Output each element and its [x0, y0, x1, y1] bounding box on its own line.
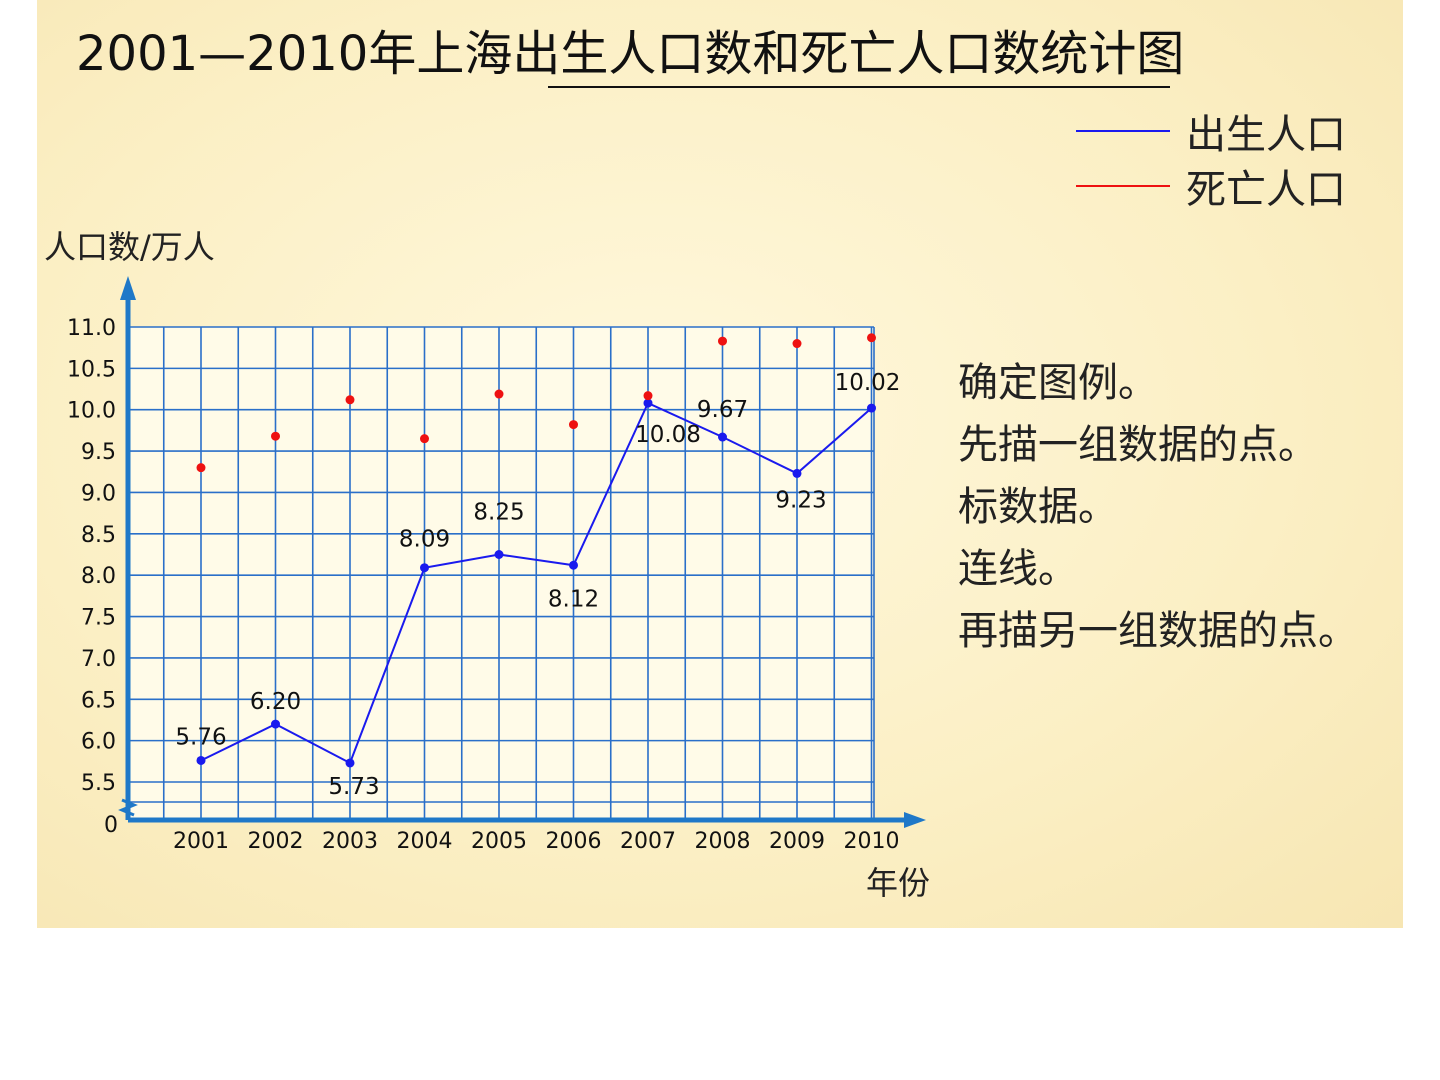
death-point [643, 391, 653, 401]
x-tick-label: 2005 [471, 829, 527, 854]
x-tick-label: 2001 [173, 829, 229, 854]
data-label-birth: 8.09 [399, 527, 450, 553]
x-tick-label: 2002 [248, 829, 304, 854]
y-tick-label: 9.5 [81, 440, 116, 465]
step-5: 再描另一组数据的点。 [958, 608, 1358, 654]
step-3: 标数据。 [958, 484, 1118, 530]
legend-death-label: 死亡人口 [1186, 167, 1346, 213]
instruction-steps: 确定图例。 先描一组数据的点。 标数据。 连线。 再描另一组数据的点。 [958, 352, 1358, 662]
birth-point [271, 719, 280, 729]
y-axis-arrow [120, 276, 136, 300]
birth-point [643, 398, 653, 408]
x-tick-label: 2008 [695, 829, 751, 854]
title-underline [548, 86, 1170, 88]
data-label-birth: 9.67 [697, 397, 748, 423]
death-point [196, 463, 206, 473]
death-point [271, 431, 280, 441]
data-label-birth: 6.20 [250, 689, 301, 715]
chart-title: 2001—2010年上海出生人口数和死亡人口数统计图 [76, 26, 1185, 82]
legend-birth-label: 出生人口 [1186, 112, 1346, 158]
y-tick-label: 7.5 [81, 606, 116, 631]
data-label-birth: 8.12 [548, 586, 599, 612]
death-point [718, 336, 727, 346]
birth-point [569, 560, 578, 570]
birth-point [867, 403, 876, 413]
data-label-birth: 10.08 [635, 422, 701, 448]
x-tick-label: 2003 [322, 829, 378, 854]
y-tick-label: 0 [104, 813, 118, 838]
x-tick-label: 2010 [844, 829, 900, 854]
data-label-birth: 10.02 [835, 370, 901, 396]
birth-point [494, 550, 504, 559]
data-label-birth: 9.23 [775, 487, 826, 513]
death-point [345, 395, 355, 405]
y-tick-label: 10.0 [67, 399, 116, 424]
y-tick-label: 7.0 [81, 647, 116, 672]
y-tick-label: 8.5 [81, 523, 116, 548]
y-tick-label: 11.0 [67, 316, 116, 341]
birth-point [196, 755, 206, 765]
birth-point [420, 563, 429, 573]
series-line-birth [200, 401, 873, 765]
birth-point [792, 468, 802, 478]
x-axis-arrow [904, 812, 926, 828]
death-point [494, 389, 504, 399]
data-label-birth: 8.25 [473, 500, 524, 526]
y-tick-label: 5.5 [81, 771, 116, 796]
y-axis-title: 人口数/万人 [44, 228, 215, 266]
step-1: 确定图例。 [958, 360, 1158, 406]
axis-break-mark [118, 798, 138, 817]
birth-point [345, 758, 355, 768]
legend-death-line [1076, 185, 1170, 187]
step-4: 连线。 [958, 546, 1078, 592]
birth-point [718, 432, 727, 442]
legend-birth-line [1076, 130, 1170, 132]
death-point [792, 339, 802, 349]
plot-area [128, 327, 874, 820]
data-label-birth: 5.73 [328, 774, 379, 800]
y-tick-label: 10.5 [67, 357, 116, 382]
x-tick-label: 2006 [546, 829, 602, 854]
x-tick-label: 2007 [620, 829, 676, 854]
death-point [420, 434, 429, 444]
step-2: 先描一组数据的点。 [958, 422, 1318, 468]
data-label-birth: 5.76 [175, 724, 226, 750]
y-tick-label: 6.0 [81, 730, 116, 755]
y-tick-label: 9.0 [81, 481, 116, 506]
death-point [569, 420, 578, 430]
y-tick-label: 8.0 [81, 564, 116, 589]
death-point [867, 333, 876, 343]
x-tick-label: 2009 [769, 829, 825, 854]
x-axis-title: 年份 [866, 864, 931, 902]
y-tick-label: 6.5 [81, 688, 116, 713]
x-tick-label: 2004 [397, 829, 453, 854]
